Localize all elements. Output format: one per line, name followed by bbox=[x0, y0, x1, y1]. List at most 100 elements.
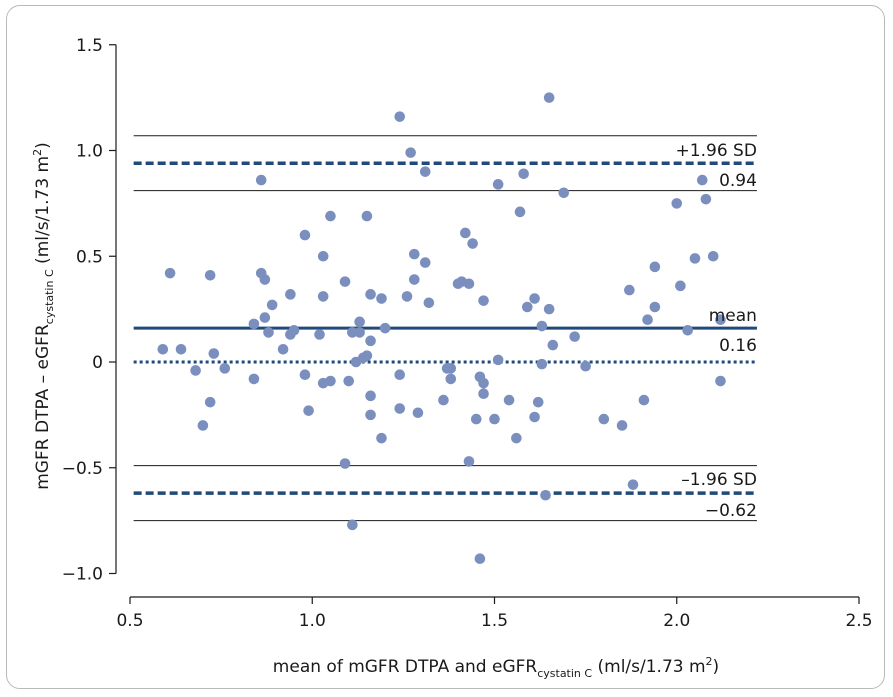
data-point bbox=[536, 358, 548, 370]
data-point bbox=[299, 369, 311, 380]
data-point bbox=[715, 375, 726, 387]
data-point bbox=[190, 365, 201, 376]
data-point bbox=[467, 238, 478, 249]
data-point bbox=[248, 318, 260, 330]
data-point bbox=[394, 403, 406, 414]
data-point bbox=[197, 420, 209, 431]
data-point bbox=[518, 168, 529, 180]
data-point bbox=[259, 312, 271, 323]
data-point bbox=[255, 174, 267, 186]
data-point bbox=[700, 193, 712, 205]
y-tick-label: 1.5 bbox=[76, 36, 103, 56]
data-point bbox=[325, 210, 336, 222]
x-tick-label: 1.0 bbox=[299, 611, 326, 631]
data-point bbox=[514, 206, 526, 218]
upper-limit-value: 0.94 bbox=[719, 171, 757, 191]
data-point bbox=[438, 394, 449, 406]
data-point bbox=[598, 413, 610, 425]
data-point bbox=[522, 301, 533, 313]
lower-limit-label: –1.96 SD bbox=[681, 470, 757, 490]
data-point bbox=[204, 269, 216, 281]
data-point bbox=[445, 373, 457, 385]
data-point bbox=[696, 174, 708, 186]
data-point bbox=[492, 354, 504, 366]
data-point bbox=[478, 377, 489, 389]
y-tick-label: −0.5 bbox=[62, 459, 103, 479]
data-point bbox=[529, 411, 540, 423]
data-point bbox=[489, 413, 500, 425]
data-point bbox=[347, 327, 358, 338]
data-point bbox=[649, 301, 661, 313]
data-point bbox=[540, 489, 551, 501]
data-point bbox=[689, 253, 701, 264]
data-point bbox=[354, 327, 365, 338]
chart-frame bbox=[6, 5, 885, 689]
data-point bbox=[642, 314, 653, 326]
x-axis-label-unit-sup: 2 bbox=[706, 655, 713, 668]
data-point bbox=[285, 289, 296, 300]
data-point bbox=[394, 111, 406, 122]
data-point bbox=[532, 396, 544, 408]
data-point bbox=[175, 344, 187, 355]
data-point bbox=[361, 350, 373, 361]
data-point bbox=[409, 274, 420, 285]
y-axis-label-unit: (ml/s/1.73 m bbox=[33, 156, 53, 269]
data-point bbox=[248, 373, 260, 385]
data-point bbox=[409, 248, 420, 260]
data-point bbox=[376, 293, 387, 304]
data-point bbox=[463, 456, 475, 467]
data-point bbox=[277, 344, 289, 355]
data-point bbox=[204, 396, 216, 408]
data-point bbox=[547, 339, 559, 351]
data-point bbox=[412, 407, 424, 419]
data-point bbox=[543, 303, 555, 315]
data-point bbox=[671, 198, 683, 209]
y-axis-label-unit-end: ) bbox=[33, 142, 53, 149]
data-point bbox=[365, 289, 376, 300]
mean-value: 0.16 bbox=[719, 336, 757, 356]
data-point bbox=[288, 324, 300, 336]
data-point bbox=[259, 274, 271, 285]
data-point bbox=[317, 250, 329, 262]
x-tick-label: 2.5 bbox=[845, 611, 872, 631]
data-point bbox=[445, 363, 457, 374]
axes: 0.5 1.0 1.5 2.0 2.5 −1.0 −0.5 0 0.5 1.0 1.5 bbox=[62, 36, 873, 631]
y-tick-label: 0.5 bbox=[76, 247, 103, 267]
data-point bbox=[219, 363, 231, 374]
data-point bbox=[405, 147, 416, 158]
data-point bbox=[299, 229, 311, 241]
data-point bbox=[624, 284, 635, 296]
data-point bbox=[536, 320, 548, 332]
x-axis-label-sub: cystatin C bbox=[537, 667, 592, 680]
data-point bbox=[503, 394, 515, 406]
x-axis-label-unit: (ml/s/1.73 m bbox=[592, 657, 705, 677]
data-point bbox=[343, 375, 355, 387]
x-tick-label: 0.5 bbox=[116, 611, 143, 631]
y-tick-label: 0 bbox=[92, 353, 103, 373]
x-tick-label: 1.5 bbox=[481, 611, 508, 631]
data-point bbox=[365, 335, 376, 347]
data-point bbox=[478, 388, 489, 400]
data-point bbox=[707, 250, 719, 262]
data-point bbox=[470, 413, 482, 425]
data-point bbox=[263, 327, 274, 338]
data-point bbox=[401, 291, 413, 302]
data-point bbox=[347, 519, 358, 531]
data-point bbox=[164, 267, 176, 279]
data-point bbox=[365, 409, 376, 421]
lower-limit-value: −0.62 bbox=[705, 501, 757, 521]
data-point bbox=[478, 295, 489, 306]
data-point bbox=[339, 458, 351, 469]
data-point bbox=[543, 92, 555, 103]
data-point bbox=[682, 324, 693, 336]
data-point bbox=[616, 420, 628, 431]
data-point bbox=[423, 297, 435, 309]
x-axis-label-unit-end: ) bbox=[713, 657, 720, 677]
data-point bbox=[529, 293, 540, 304]
data-point bbox=[379, 322, 391, 334]
y-axis-label: mGFR DTPA – eGFRcystatin C (ml/s/1.73 m2… bbox=[31, 142, 56, 490]
x-tick-label: 2.0 bbox=[663, 611, 690, 631]
data-point bbox=[419, 257, 431, 268]
data-point bbox=[394, 369, 406, 380]
